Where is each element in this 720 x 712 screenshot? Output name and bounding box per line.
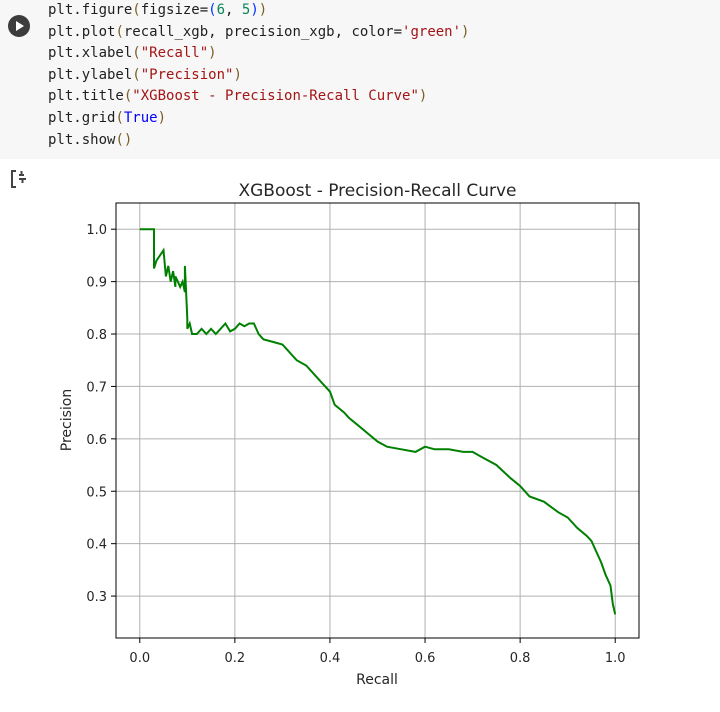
y-tick-label: 0.6 [86, 433, 107, 448]
y-tick-label: 0.3 [86, 590, 107, 605]
code-cell[interactable]: plt.figure(figsize=(6, 5)) plt.plot(reca… [0, 0, 720, 159]
code-editor[interactable]: plt.figure(figsize=(6, 5)) plt.plot(reca… [48, 0, 469, 151]
x-tick-label: 0.4 [320, 651, 341, 666]
code-line: plt.show() [48, 131, 133, 148]
x-tick-label: 0.6 [415, 651, 436, 666]
y-tick-label: 0.4 [86, 538, 107, 553]
code-line: plt.plot(recall_xgb, precision_xgb, colo… [48, 23, 470, 40]
y-tick-label: 0.5 [86, 485, 107, 500]
y-axis: 0.3 0.4 0.5 0.6 0.7 0.8 0.9 1.0 [86, 223, 116, 605]
chart-figure: 0.0 0.2 0.4 0.6 0.8 1.0 0.3 0.4 0.5 0.6 0.7 0.8 0.9… [59, 181, 640, 688]
code-line: plt.figure(figsize=(6, 5)) [48, 2, 268, 18]
code-line: plt.grid(True) [48, 109, 167, 126]
y-tick-label: 0.9 [86, 276, 107, 291]
code-line: plt.xlabel("Recall") [48, 45, 217, 62]
play-icon[interactable] [8, 15, 30, 37]
x-tick-label: 1.0 [605, 651, 626, 666]
y-tick-label: 1.0 [86, 223, 107, 238]
code-line: plt.title("XGBoost - Precision-Recall Cu… [48, 88, 428, 105]
y-tick-label: 0.7 [86, 380, 107, 395]
code-line: plt.ylabel("Precision") [48, 66, 242, 83]
series-line [139, 228, 617, 615]
output-toggle-icon[interactable] [8, 168, 30, 190]
chart-title: XGBoost - Precision-Recall Curve [238, 181, 516, 201]
x-axis-label: Recall [356, 672, 398, 688]
x-tick-label: 0.0 [129, 651, 150, 666]
x-tick-label: 0.2 [225, 651, 246, 666]
plot-area [115, 202, 640, 639]
x-tick-label: 0.8 [510, 651, 531, 666]
x-axis: 0.0 0.2 0.4 0.6 0.8 1.0 [129, 638, 626, 666]
y-tick-label: 0.8 [86, 328, 107, 343]
grid-lines [116, 203, 639, 638]
y-axis-label: Precision [59, 389, 75, 451]
